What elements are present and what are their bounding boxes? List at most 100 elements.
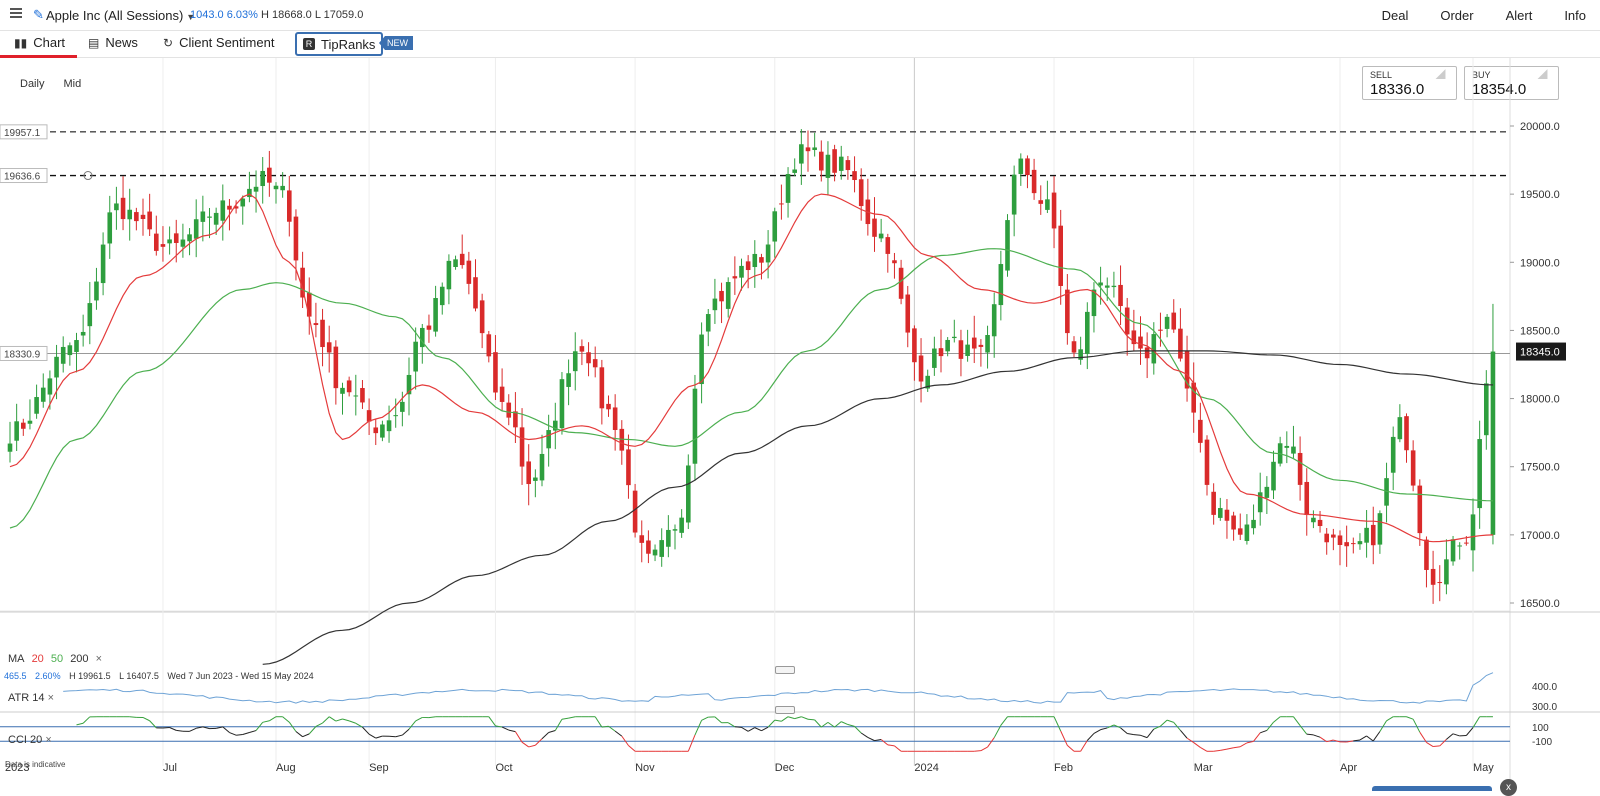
candle-body	[945, 340, 950, 351]
cci-segment	[535, 739, 542, 745]
x-tick-label: Apr	[1340, 762, 1357, 774]
candle-body	[114, 203, 119, 210]
ma50-label: 50	[51, 653, 63, 665]
instrument-selector[interactable]: Apple Inc (All Sessions)▼	[46, 8, 195, 23]
x-tick-label: Dec	[775, 762, 795, 774]
ma20-line	[10, 194, 1493, 542]
pencil-icon[interactable]: ✎	[33, 7, 44, 23]
candle-body	[719, 291, 724, 301]
candle-body	[1078, 349, 1083, 359]
cci-segment	[1466, 728, 1473, 736]
candle-body	[1138, 337, 1143, 349]
chart-icon: ▮▮	[14, 36, 27, 50]
cci-segment	[1260, 730, 1267, 732]
candle-body	[686, 465, 691, 522]
order-button[interactable]: Order	[1440, 8, 1473, 23]
ma20-label: 20	[32, 653, 44, 665]
candle-body	[526, 461, 531, 484]
tab-client-sentiment[interactable]: ↻Client Sentiment	[163, 30, 274, 55]
candle-body	[127, 210, 132, 220]
candle-body	[221, 200, 226, 220]
candle-body	[839, 157, 844, 171]
candle-body	[1398, 417, 1403, 439]
cci-segment	[323, 717, 330, 723]
candle-body	[646, 541, 651, 554]
candle-body	[952, 337, 957, 338]
candle-body	[207, 217, 212, 218]
remove-atr-icon[interactable]: ×	[48, 692, 54, 704]
candle-body	[1344, 542, 1349, 546]
cci-segment	[77, 723, 84, 725]
remove-ma-icon[interactable]: ×	[96, 653, 102, 665]
candle-body	[28, 421, 33, 424]
candle-body	[500, 387, 505, 402]
candle-body	[167, 239, 172, 243]
candle-body	[573, 351, 578, 371]
candle-body	[1457, 545, 1462, 546]
candle-body	[1072, 341, 1077, 352]
pane-resize-handle[interactable]	[775, 666, 795, 674]
candle-body	[759, 257, 764, 263]
tab-tipranks-label: TipRanks	[321, 37, 375, 52]
cci-segment	[1234, 747, 1241, 748]
candle-body	[806, 147, 811, 151]
candle-body	[347, 380, 352, 392]
close-icon[interactable]: x	[1500, 779, 1517, 796]
cci-tick-label: 100	[1532, 723, 1549, 734]
range-dates: Wed 7 Jun 2023 - Wed 15 May 2024	[167, 671, 313, 681]
cci-segment	[1407, 717, 1414, 719]
candle-body	[447, 261, 452, 289]
alert-button[interactable]: Alert	[1506, 8, 1533, 23]
info-button[interactable]: Info	[1564, 8, 1586, 23]
cci-segment	[309, 726, 316, 733]
candle-body	[473, 277, 478, 308]
candle-body	[639, 535, 644, 543]
candle-body	[1304, 482, 1309, 515]
tab-chart[interactable]: ▮▮Chart	[0, 30, 77, 58]
candle-body	[779, 203, 784, 204]
cci-segment	[1067, 745, 1074, 751]
cci-segment	[848, 725, 855, 727]
candle-body	[666, 530, 671, 547]
candle-body	[54, 357, 59, 378]
candle-body	[360, 388, 365, 402]
tab-news[interactable]: ▤News	[88, 30, 138, 55]
candle-body	[380, 424, 385, 437]
candle-body	[267, 168, 272, 183]
cci-segment	[761, 727, 768, 731]
cci-segment	[549, 731, 556, 733]
candle-body	[832, 149, 837, 173]
cci-segment	[249, 731, 256, 733]
cci-segment	[775, 720, 782, 721]
candle-body	[1178, 329, 1183, 359]
quote-summary: 1043.0 6.03% H 18668.0 L 17059.0	[190, 9, 363, 21]
candle-body	[460, 254, 465, 265]
candle-body	[274, 186, 279, 189]
pane-resize-handle-2[interactable]	[775, 706, 795, 714]
cci-segment	[416, 717, 423, 721]
menu-icon[interactable]	[10, 8, 22, 18]
candle-body	[1251, 520, 1256, 528]
candle-body	[1404, 416, 1409, 450]
cci-segment	[1220, 749, 1227, 750]
candle-body	[633, 491, 638, 533]
atr-period: 14	[32, 692, 44, 704]
candle-body	[14, 421, 19, 440]
candle-body	[1477, 439, 1482, 508]
candle-body	[367, 410, 372, 421]
candle-body	[334, 347, 339, 389]
candle-body	[487, 334, 492, 356]
cci-segment	[170, 728, 177, 731]
candle-body	[453, 259, 458, 267]
candle-body	[613, 407, 618, 430]
candle-body	[1271, 462, 1276, 491]
remove-cci-icon[interactable]: ×	[45, 734, 51, 746]
cci-segment	[1240, 743, 1247, 747]
candle-body	[959, 340, 964, 359]
deal-button[interactable]: Deal	[1382, 8, 1409, 23]
candle-body	[1351, 543, 1356, 544]
candle-body	[1005, 220, 1010, 270]
scroll-bar[interactable]	[1372, 786, 1492, 791]
